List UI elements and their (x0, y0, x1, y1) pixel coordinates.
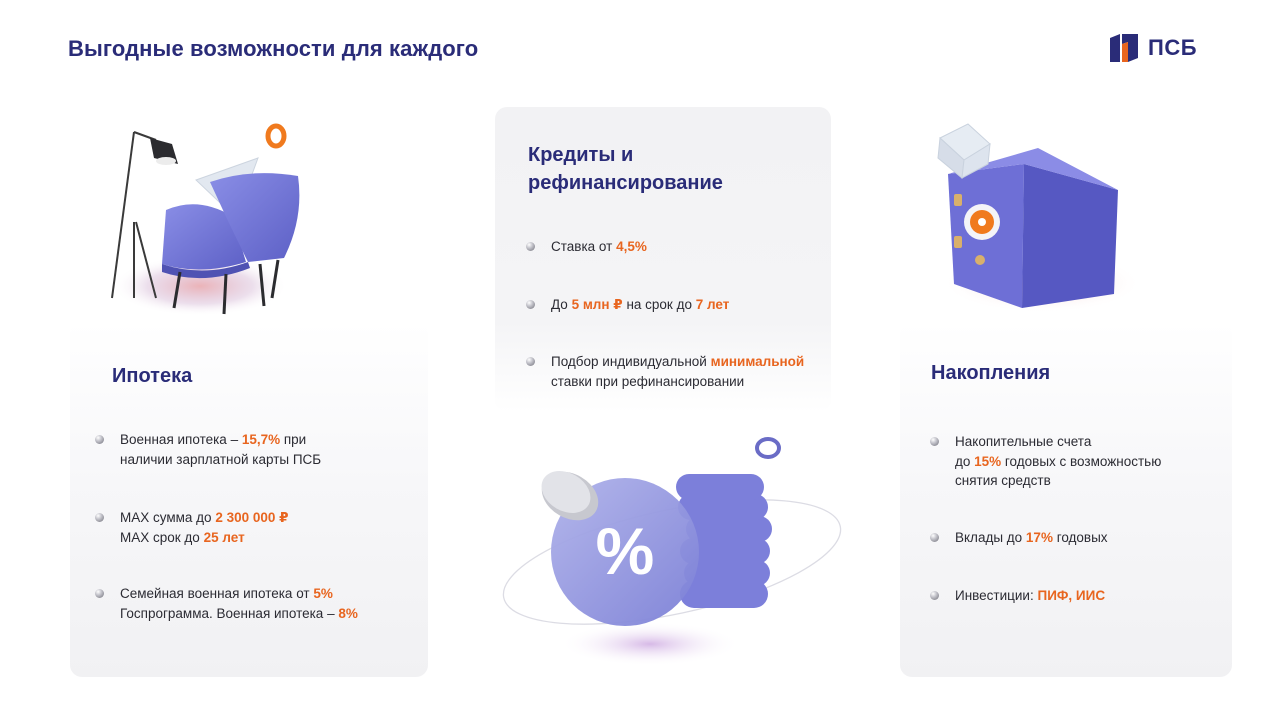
bullet-text: Инвестиции: ПИФ, ИИС (955, 586, 1105, 606)
bullet-text: Военная ипотека – 15,7% при наличии зарпл… (120, 430, 321, 469)
bullet-segment: при (280, 432, 307, 447)
safe-box-illustration (937, 123, 1142, 313)
bullet-line: Инвестиции: ПИФ, ИИС (955, 586, 1105, 606)
bullet-line: до 15% годовых с возможностью (955, 452, 1161, 472)
bullet-line: Ставка от 4,5% (551, 237, 647, 257)
highlight-value: 25 лет (203, 529, 245, 545)
bullet-text: Накопительные счета до 15% годовых с возм… (955, 432, 1161, 491)
bullet-segment: Подбор индивидуальной (551, 354, 711, 369)
mortgage-bullet-3: Семейная военная ипотека от 5% Госпрограм… (95, 584, 358, 623)
bullet-segment: до (955, 453, 975, 469)
savings-bullet-2: Вклады до 17% годовых (930, 528, 1108, 548)
credits-title-line1: Кредиты и (528, 144, 634, 166)
savings-title: Накопления (931, 362, 1051, 384)
bullet-line: Военная ипотека – 15,7% при (120, 430, 321, 450)
mortgage-bullet-1: Военная ипотека – 15,7% при наличии зарпл… (95, 430, 321, 469)
bullet-line: До 5 млн ₽ на срок до 7 лет (551, 295, 729, 315)
bullet-line: Госпрограмма. Военная ипотека – 8% (120, 604, 358, 624)
bullet-line: ставки при рефинансировании (551, 372, 804, 392)
bullet-line: MAX сумма до 2 300 000 ₽ (120, 508, 289, 528)
bullet-line: MAX срок до 25 лет (120, 528, 289, 548)
bullet-segment: Вклады до (955, 530, 1026, 545)
bullet-segment: Ставка от (551, 239, 617, 254)
bullet-text: Вклады до 17% годовых (955, 528, 1108, 548)
bullet-segment: наличии зарплатной карты ПСБ (120, 451, 322, 467)
bullet-dot-icon (95, 589, 104, 598)
credits-bullet-3: Подбор индивидуальной минимальной ставки … (526, 352, 804, 391)
armchair-lamp-illustration (111, 123, 300, 316)
percent-coin-stack-illustration: % (502, 437, 842, 666)
highlight-value: ПИФ, ИИС (1037, 588, 1106, 603)
highlight-value: 2 300 000 ₽ (215, 510, 289, 525)
savings-card (900, 322, 1232, 677)
bullet-line: Накопительные счета (955, 432, 1161, 452)
highlight-value: 5 млн ₽ (571, 297, 623, 312)
bullet-text: Семейная военная ипотека от 5% Госпрограм… (120, 584, 358, 623)
bullet-line: Вклады до 17% годовых (955, 528, 1108, 548)
bullet-segment: ставки при рефинансировании (551, 373, 745, 389)
highlight-value: 8% (338, 605, 358, 621)
highlight-value: 15,7% (241, 432, 281, 447)
bullet-line: Подбор индивидуальной минимальной (551, 352, 804, 372)
highlight-value: минимальной (710, 354, 805, 369)
bullet-segment: Накопительные счета (955, 434, 1092, 449)
svg-text:%: % (596, 514, 655, 588)
bullet-dot-icon (526, 357, 535, 366)
credits-card (495, 107, 831, 412)
bullet-dot-icon (930, 591, 939, 600)
mortgage-title: Ипотека (112, 365, 193, 387)
highlight-value: 17% (1025, 530, 1053, 545)
mortgage-card (70, 322, 428, 677)
bullet-dot-icon (930, 437, 939, 446)
psb-logo-icon (1110, 34, 1138, 62)
credits-title-line2: рефинансирование (528, 172, 723, 194)
highlight-value: 4,5% (616, 239, 647, 254)
psb-logo: ПСБ (1108, 30, 1212, 66)
bullet-segment: на срок до (622, 297, 696, 312)
bullet-text: Ставка от 4,5% (551, 237, 647, 257)
bullet-segment: Госпрограмма. Военная ипотека – (120, 605, 339, 621)
bullet-line: наличии зарплатной карты ПСБ (120, 450, 321, 470)
bullet-segment: До (551, 297, 572, 312)
bullet-dot-icon (526, 300, 535, 309)
bullet-segment: снятия средств (955, 473, 1051, 488)
bullet-dot-icon (95, 513, 104, 522)
logo-text: ПСБ (1148, 35, 1198, 60)
bullet-text: MAX сумма до 2 300 000 ₽ MAX срок до 25 л… (120, 508, 289, 547)
bullet-segment: MAX срок до (120, 529, 204, 545)
bullet-dot-icon (930, 533, 939, 542)
bullet-line: Семейная военная ипотека от 5% (120, 584, 358, 604)
savings-bullet-3: Инвестиции: ПИФ, ИИС (930, 586, 1105, 606)
credits-bullet-1: Ставка от 4,5% (526, 237, 647, 257)
bullet-segment: годовых (1052, 530, 1108, 545)
bullet-segment: годовых с возможностью (1001, 453, 1162, 469)
bullet-segment: Семейная военная ипотека от (120, 586, 314, 601)
bullet-text: Подбор индивидуальной минимальной ставки … (551, 352, 804, 391)
bullet-text: До 5 млн ₽ на срок до 7 лет (551, 295, 729, 315)
bullet-segment: MAX сумма до (120, 510, 216, 525)
mortgage-bullet-2: MAX сумма до 2 300 000 ₽ MAX срок до 25 л… (95, 508, 289, 547)
bullet-segment: Инвестиции: (955, 588, 1038, 603)
bullet-line: снятия средств (955, 471, 1161, 491)
bullet-dot-icon (526, 242, 535, 251)
savings-bullet-1: Накопительные счета до 15% годовых с возм… (930, 432, 1161, 491)
bullet-dot-icon (95, 435, 104, 444)
highlight-value: 7 лет (695, 297, 730, 312)
page-title: Выгодные возможности для каждого (68, 36, 479, 61)
highlight-value: 15% (974, 453, 1002, 469)
credits-bullet-2: До 5 млн ₽ на срок до 7 лет (526, 295, 729, 315)
bullet-segment: Военная ипотека – (120, 432, 242, 447)
highlight-value: 5% (313, 586, 333, 601)
